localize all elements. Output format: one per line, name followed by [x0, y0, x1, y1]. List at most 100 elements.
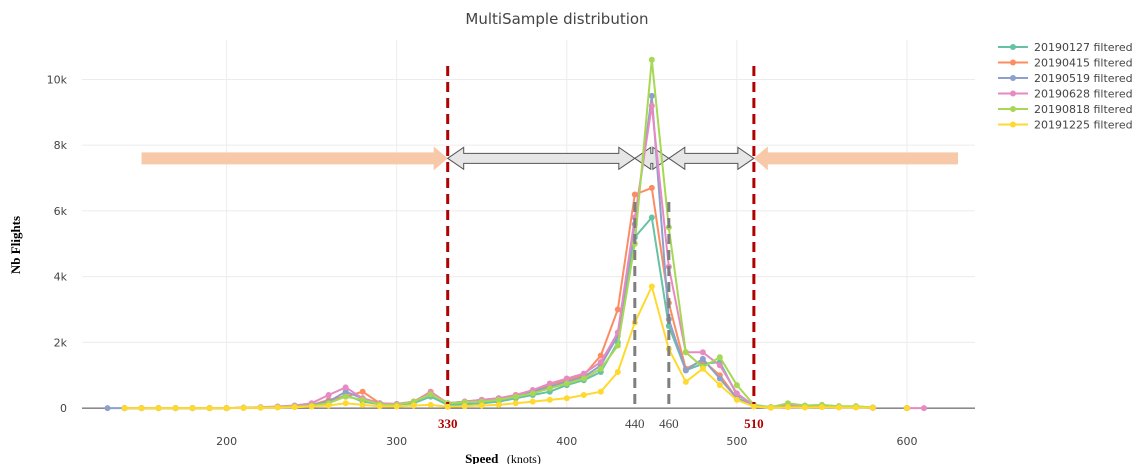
data-point: [648, 92, 655, 99]
legend-item: 20190818 filtered: [998, 103, 1133, 116]
series-line: [125, 218, 908, 409]
data-point: [121, 405, 128, 412]
data-point: [325, 391, 332, 398]
series-20190415: [121, 184, 910, 412]
data-point: [682, 378, 689, 385]
series-20190519: [104, 92, 910, 412]
data-point: [291, 404, 298, 411]
threshold-label-330: 330: [438, 416, 458, 431]
peak-bound-label-460: 460: [659, 416, 679, 431]
data-point: [614, 368, 621, 375]
legend-item: 20190127 filtered: [998, 41, 1133, 54]
chart-title: MultiSample distribution: [465, 10, 648, 28]
data-point: [206, 405, 213, 412]
legend-swatch-marker: [1010, 44, 1016, 50]
data-point: [699, 365, 706, 372]
data-point: [818, 404, 825, 411]
data-point: [648, 56, 655, 63]
legend-item: 20190628 filtered: [998, 88, 1133, 101]
legend-swatch-marker: [1010, 59, 1016, 66]
peak-bound-label-440: 440: [625, 416, 645, 431]
data-point: [155, 405, 162, 412]
range-arrow: [446, 146, 636, 171]
series-line: [124, 104, 924, 410]
threshold-label-510: 510: [744, 416, 764, 431]
legend-swatch-marker: [1010, 106, 1016, 112]
x-axis-title: Speed (knots): [465, 450, 541, 464]
legend-swatch-marker: [1010, 90, 1016, 97]
legend-label: 20190628 filtered: [1034, 88, 1133, 101]
data-point: [835, 404, 842, 411]
data-point: [733, 396, 740, 403]
legend-item: 20190415 filtered: [998, 57, 1133, 70]
series-20191225: [121, 283, 910, 412]
data-point: [342, 384, 349, 391]
data-point: [580, 375, 587, 382]
data-point: [512, 393, 519, 400]
data-point: [529, 398, 536, 405]
data-point: [869, 404, 876, 411]
data-point: [138, 405, 145, 412]
series-layer: [104, 56, 958, 412]
data-point: [308, 403, 315, 410]
range-arrow: [667, 146, 755, 171]
y-tick-label: 10k: [47, 73, 68, 86]
data-point: [750, 403, 757, 410]
data-point: [342, 393, 349, 400]
data-point: [903, 405, 910, 412]
range-arrow: [633, 146, 670, 171]
data-point: [189, 405, 196, 412]
y-axis-title: Nb Flights: [8, 216, 23, 274]
annotation-layer: 330 510 440 460: [438, 66, 764, 431]
x-tick-label: 500: [726, 435, 747, 448]
data-point: [478, 402, 485, 409]
legend-label: 20190519 filtered: [1034, 72, 1133, 85]
data-point: [427, 401, 434, 408]
legend-item: 20190519 filtered: [998, 72, 1133, 85]
series-line: [108, 96, 908, 408]
series-line: [125, 60, 908, 408]
data-point: [648, 214, 655, 221]
data-point: [597, 359, 604, 366]
data-point: [257, 404, 264, 411]
x-tick-label: 400: [556, 435, 577, 448]
data-point: [682, 349, 689, 356]
legend: 20190127 filtered 20190415 filtered 201905…: [998, 41, 1133, 132]
data-point: [614, 342, 621, 349]
data-point: [342, 388, 349, 395]
data-point: [920, 405, 927, 412]
legend-label: 20190818 filtered: [1034, 103, 1133, 116]
x-tick-label: 200: [216, 435, 237, 448]
data-point: [852, 404, 859, 411]
y-tick-label: 6k: [54, 205, 68, 218]
data-point: [716, 362, 723, 369]
data-point: [716, 382, 723, 389]
legend-label: 20191225 filtered: [1034, 119, 1133, 132]
data-point: [733, 382, 740, 389]
data-point: [546, 385, 553, 392]
data-point: [648, 184, 655, 191]
data-point: [529, 390, 536, 397]
data-point: [648, 283, 655, 290]
data-point: [563, 395, 570, 402]
data-point: [495, 401, 502, 408]
data-point: [359, 388, 366, 395]
x-tick-label: 600: [896, 435, 917, 448]
data-point: [614, 306, 621, 313]
data-point: [172, 405, 179, 412]
data-point: [461, 403, 468, 410]
data-point: [359, 401, 366, 408]
legend-label: 20190415 filtered: [1034, 57, 1133, 70]
data-point: [104, 405, 111, 412]
data-point: [648, 102, 655, 109]
y-tick-label: 2k: [54, 336, 68, 349]
data-point: [495, 396, 502, 403]
data-point: [274, 404, 281, 411]
y-tick-label: 4k: [54, 271, 68, 284]
x-axis-unit: (knots): [507, 452, 541, 464]
data-point: [733, 390, 740, 397]
data-point: [223, 405, 230, 412]
legend-label: 20190127 filtered: [1034, 41, 1133, 54]
data-point: [597, 365, 604, 372]
